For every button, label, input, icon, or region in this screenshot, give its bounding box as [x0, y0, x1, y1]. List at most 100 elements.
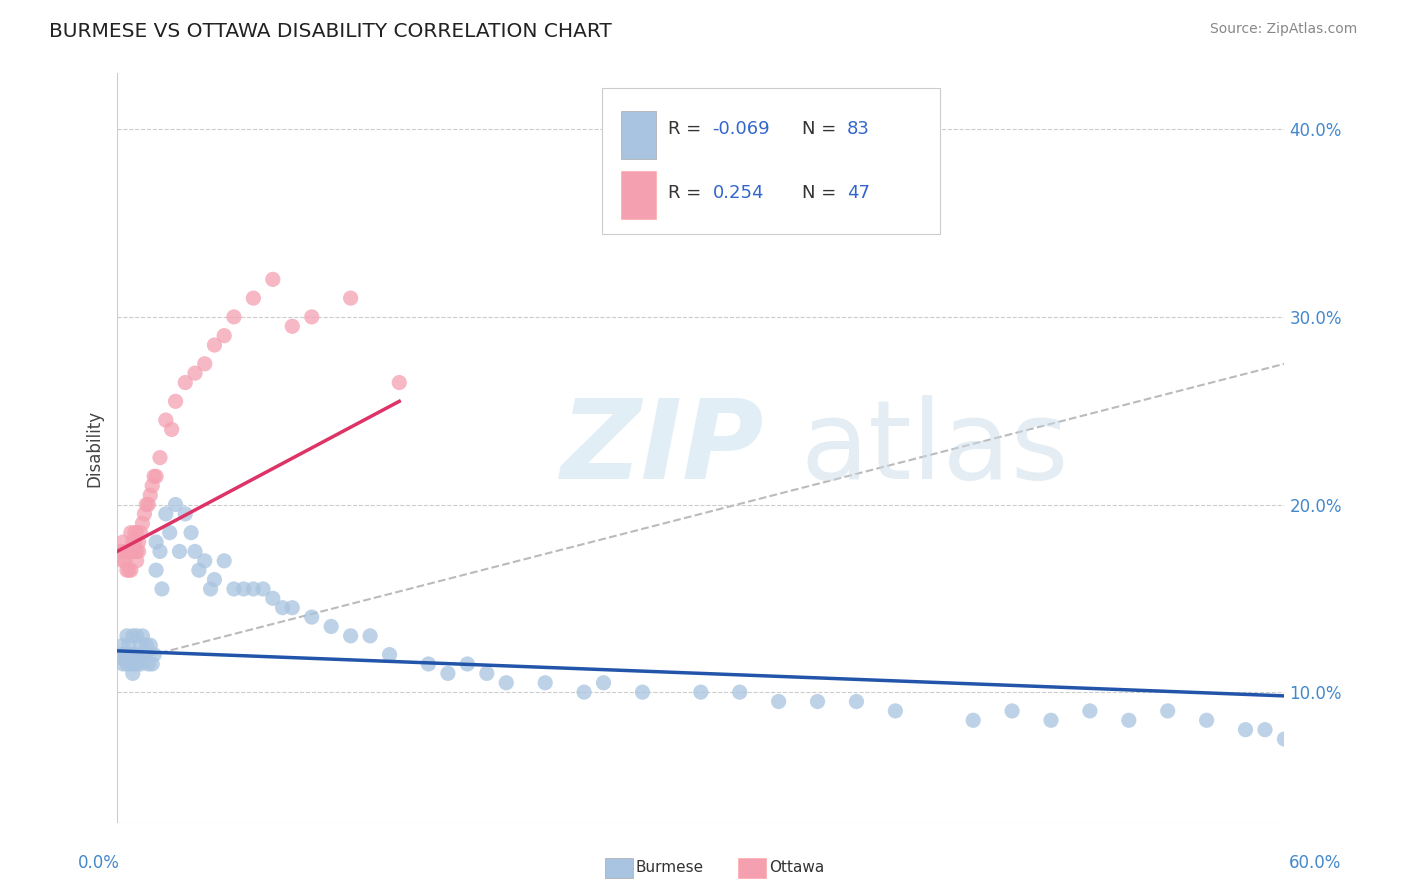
Point: [339, 629, 361, 643]
Point: [145, 563, 167, 577]
Point: [418, 657, 440, 671]
Point: [124, 525, 146, 540]
Point: [200, 582, 222, 596]
Text: atlas: atlas: [800, 395, 1069, 501]
Point: [125, 525, 148, 540]
FancyBboxPatch shape: [602, 88, 941, 235]
Point: [112, 657, 135, 671]
Point: [141, 479, 163, 493]
Point: [128, 535, 150, 549]
Point: [180, 525, 202, 540]
Text: Source: ZipAtlas.com: Source: ZipAtlas.com: [1209, 22, 1357, 37]
Text: 60.0%: 60.0%: [1288, 855, 1341, 872]
Point: [222, 582, 245, 596]
Point: [134, 507, 156, 521]
Point: [114, 648, 136, 662]
Point: [120, 657, 142, 671]
Point: [125, 657, 148, 671]
Point: [125, 544, 148, 558]
Point: [129, 525, 152, 540]
Point: [242, 582, 264, 596]
Point: [121, 666, 143, 681]
Point: [378, 648, 401, 662]
Point: [136, 657, 159, 671]
Point: [359, 629, 381, 643]
Point: [212, 554, 235, 568]
Text: Burmese: Burmese: [636, 860, 703, 874]
Point: [136, 498, 159, 512]
Point: [252, 582, 274, 596]
Point: [495, 675, 517, 690]
Text: N =: N =: [803, 120, 842, 138]
Point: [262, 272, 284, 286]
Point: [184, 544, 207, 558]
Point: [184, 366, 207, 380]
Point: [222, 310, 245, 324]
Point: [728, 685, 751, 699]
Point: [301, 610, 323, 624]
Point: [129, 657, 152, 671]
Point: [115, 657, 138, 671]
Point: [806, 694, 828, 708]
Point: [169, 544, 191, 558]
Point: [125, 554, 148, 568]
Point: [115, 563, 138, 577]
Point: [125, 629, 148, 643]
Point: [124, 544, 146, 558]
Text: R =: R =: [668, 120, 707, 138]
Point: [120, 544, 142, 558]
Text: N =: N =: [803, 184, 842, 202]
FancyBboxPatch shape: [621, 170, 657, 219]
Point: [112, 535, 135, 549]
Point: [120, 648, 142, 662]
Point: [1195, 713, 1218, 727]
Point: [194, 357, 217, 371]
Point: [124, 657, 146, 671]
Point: [121, 544, 143, 558]
Point: [120, 563, 142, 577]
Point: [271, 600, 294, 615]
Point: [160, 422, 183, 436]
Text: 0.0%: 0.0%: [77, 855, 120, 872]
Point: [121, 629, 143, 643]
Point: [592, 675, 614, 690]
Point: [301, 310, 323, 324]
Point: [114, 544, 136, 558]
Point: [1157, 704, 1180, 718]
Point: [321, 619, 343, 633]
Point: [131, 648, 153, 662]
Point: [139, 488, 162, 502]
Point: [165, 394, 187, 409]
Point: [165, 498, 187, 512]
Point: [262, 591, 284, 606]
Point: [212, 328, 235, 343]
Point: [962, 713, 984, 727]
Point: [112, 638, 135, 652]
Point: [242, 291, 264, 305]
Point: [145, 535, 167, 549]
Point: [1234, 723, 1257, 737]
Text: 83: 83: [846, 120, 869, 138]
Text: 47: 47: [846, 184, 870, 202]
Point: [1292, 741, 1315, 756]
Point: [115, 629, 138, 643]
Point: [155, 413, 177, 427]
Point: [121, 535, 143, 549]
Point: [110, 648, 132, 662]
Point: [118, 563, 141, 577]
Point: [232, 582, 254, 596]
FancyBboxPatch shape: [621, 111, 657, 160]
Point: [129, 638, 152, 652]
Point: [125, 648, 148, 662]
Text: R =: R =: [668, 184, 713, 202]
Point: [143, 648, 166, 662]
Point: [115, 544, 138, 558]
Point: [572, 685, 595, 699]
Point: [128, 544, 150, 558]
Point: [141, 657, 163, 671]
Point: [134, 648, 156, 662]
Point: [194, 554, 217, 568]
Point: [174, 376, 197, 390]
Point: [534, 675, 557, 690]
Point: [149, 450, 172, 465]
